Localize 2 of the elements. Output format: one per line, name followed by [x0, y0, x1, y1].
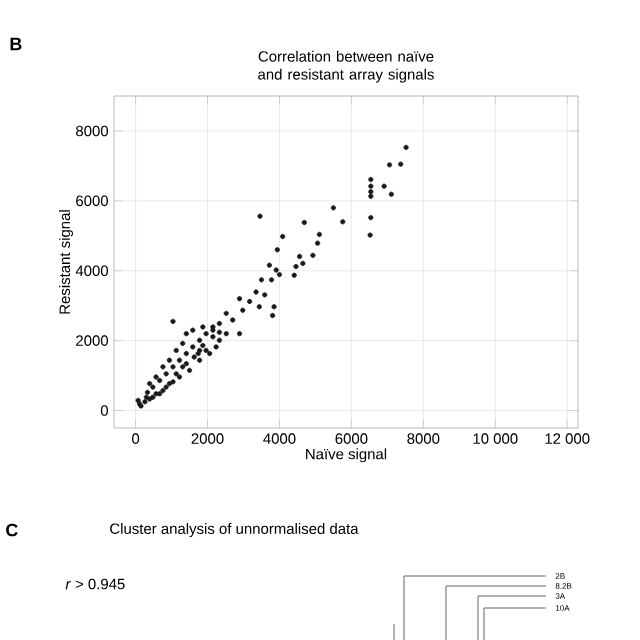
text: B	[10, 37, 22, 51]
text: C	[6, 523, 18, 537]
